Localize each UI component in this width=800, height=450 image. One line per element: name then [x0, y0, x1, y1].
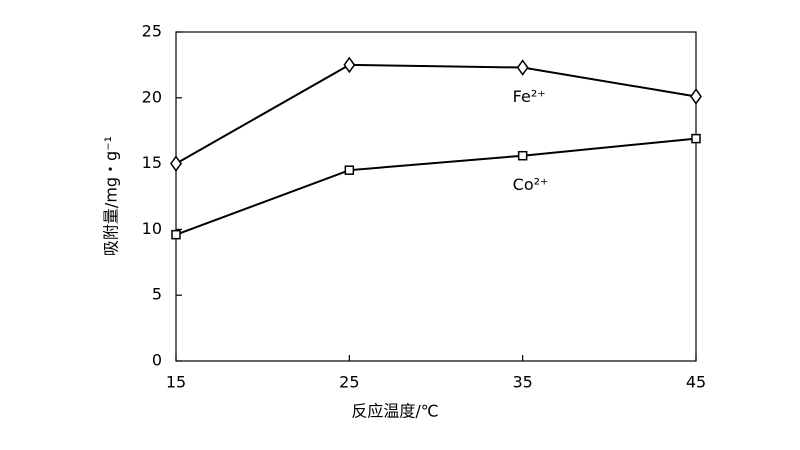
series-line [175, 137, 697, 236]
y-tick-label: 15 [142, 153, 162, 172]
marker [171, 229, 181, 240]
marker [517, 150, 528, 161]
marker [691, 133, 701, 144]
marker [516, 59, 529, 76]
y-tick-label: 10 [142, 219, 162, 238]
y-tick-label: 25 [142, 22, 162, 41]
series-label: Fe²⁺ [513, 87, 546, 106]
x-tick-label: 45 [686, 373, 706, 392]
y-tick-label: 5 [152, 285, 162, 304]
series-label: Co²⁺ [513, 175, 549, 194]
x-tick-label: 25 [339, 373, 359, 392]
y-axis-label: 吸附量/mg・g⁻¹ [102, 136, 121, 256]
y-tick-label: 20 [142, 87, 162, 106]
marker [170, 155, 182, 172]
marker [343, 56, 356, 74]
series-line [175, 63, 697, 165]
y-tick-label: 0 [152, 351, 162, 370]
x-tick-label: 15 [166, 373, 186, 392]
marker [690, 88, 702, 105]
marker [344, 165, 355, 175]
x-tick-label: 35 [512, 373, 532, 392]
plot-frame [175, 31, 697, 362]
x-axis-label: 反应温度/℃ [351, 402, 438, 421]
